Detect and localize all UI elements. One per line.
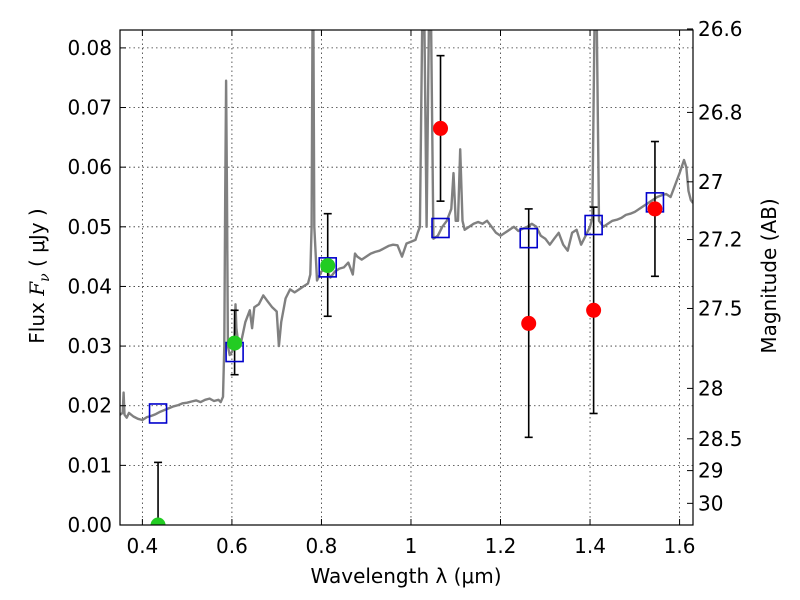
red-point [521,315,537,331]
y-tick-label: 0.01 [67,453,112,477]
x-tick-label: 1.2 [485,534,517,558]
x-tick-label: 1.4 [574,534,606,558]
y-tick-label: 0.00 [67,513,112,537]
model-square [519,227,539,249]
plot-frame [119,29,694,526]
y-tick-label: 0.04 [67,274,112,298]
x-tick-label: 1.6 [664,534,696,558]
mag-tick-label: 29 [698,459,723,483]
y-tick-label: 0.06 [67,155,112,179]
template-spectrum [120,30,693,422]
mag-tick-label: 30 [698,491,723,515]
y-tick-label: 0.02 [67,394,112,418]
axis-ticks: 0.4 0.6 0.8 1 1.2 1.4 1.6 0.00 0.01 0.02 0.03 0.04 0… [67,17,742,558]
y-tick-label: 0.03 [67,334,112,358]
mag-tick-label: 26.8 [698,100,743,124]
y-axis-label-symbol: F [25,281,49,297]
mag-tick-label: 27 [698,170,723,194]
red-point [586,302,602,318]
green-point [150,517,166,525]
y-tick-label: 0.05 [67,215,112,239]
y-axis-label-prefix: Flux [25,296,49,344]
spectrum-line [120,30,693,422]
red-point [433,120,449,136]
y-axis-label-suffix: ( μJy ) [25,208,49,273]
model-square [584,214,603,236]
red-point [647,201,663,217]
model-square [148,403,168,424]
y-axis-label: Flux Fν ( μJy ) [25,208,53,343]
x-axis-label: Wavelength λ (μm) [310,564,501,588]
x-tick-label: 1 [405,534,418,558]
mag-tick-label: 26.6 [698,17,743,41]
mag-tick-label: 28 [698,376,723,400]
model-square [318,257,338,278]
mag-tick-label: 27.5 [698,296,743,320]
green-point [227,335,243,351]
observed-points [150,120,663,525]
x-tick-label: 0.4 [126,534,158,558]
mag-tick-label: 28.5 [698,427,743,451]
x-tick-label: 0.6 [216,534,248,558]
y-tick-label: 0.08 [67,36,112,60]
y-axis-label-subscript: ν [37,273,53,282]
y-tick-label: 0.07 [67,96,112,120]
x-tick-label: 0.8 [306,534,338,558]
model-photometry-points [148,192,665,424]
mag-tick-label: 27.2 [698,228,743,252]
green-point [320,258,336,274]
model-square [431,217,450,239]
right-axis-label: Magnitude (AB) [757,198,781,353]
